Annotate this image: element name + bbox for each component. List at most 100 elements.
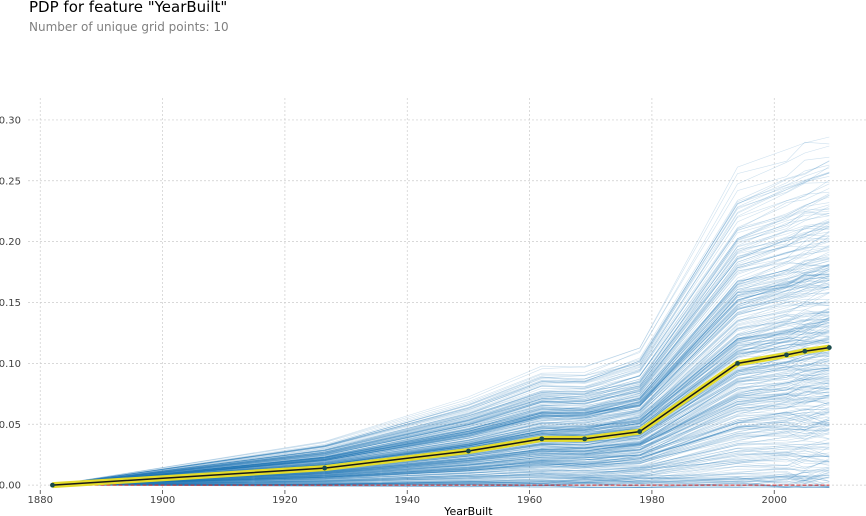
pdp-point xyxy=(826,345,832,350)
ice-line xyxy=(52,469,830,486)
ice-line xyxy=(52,280,830,486)
ice-line xyxy=(52,321,830,486)
ice-line xyxy=(52,246,830,486)
ice-line xyxy=(52,451,830,486)
ice-line xyxy=(52,481,830,488)
ice-line xyxy=(52,292,830,486)
ice-line xyxy=(52,236,830,486)
ice-line xyxy=(52,419,830,486)
ice-line xyxy=(52,325,830,486)
ice-line xyxy=(52,374,830,486)
ice-line xyxy=(52,467,830,486)
ice-line xyxy=(52,466,830,486)
ice-line xyxy=(52,406,830,486)
ice-line xyxy=(52,327,830,486)
ice-line xyxy=(52,227,830,486)
x-tick-label: 1900 xyxy=(150,495,175,506)
ice-line xyxy=(52,227,830,486)
ice-line xyxy=(52,223,830,486)
ice-line xyxy=(52,166,830,486)
grid-lines xyxy=(28,98,866,490)
ice-line xyxy=(52,298,830,486)
ice-line xyxy=(52,429,830,486)
ice-line xyxy=(52,407,830,486)
ice-line xyxy=(52,286,830,486)
ice-line xyxy=(52,391,830,486)
pdp-point xyxy=(784,352,789,358)
ice-line xyxy=(52,379,830,486)
ice-line xyxy=(52,285,830,486)
ice-line xyxy=(52,373,830,486)
ice-line xyxy=(52,387,830,486)
y-tick-label: 0.10 xyxy=(0,359,21,370)
ice-line xyxy=(52,282,830,486)
ice-line xyxy=(52,319,830,486)
ice-line xyxy=(52,218,830,486)
ice-line xyxy=(52,312,830,486)
ice-line xyxy=(52,211,830,486)
ice-line xyxy=(52,440,830,486)
ice-line xyxy=(52,258,830,486)
ice-line xyxy=(52,386,830,486)
ice-line xyxy=(52,473,830,486)
ice-line xyxy=(52,258,830,486)
ice-line xyxy=(52,414,830,486)
pdp-point xyxy=(539,436,545,442)
x-tick-label: 1880 xyxy=(28,495,53,506)
ice-line xyxy=(52,385,830,486)
ice-line xyxy=(52,312,830,486)
ice-line xyxy=(52,145,830,486)
ice-line xyxy=(52,434,830,486)
ice-line xyxy=(52,404,830,486)
ice-line xyxy=(52,208,830,486)
ice-line xyxy=(52,368,830,486)
pdp-point xyxy=(466,448,471,454)
ice-line xyxy=(52,228,830,486)
ice-line xyxy=(52,411,830,486)
ice-line xyxy=(52,471,830,486)
ice-line xyxy=(52,429,830,486)
ice-line xyxy=(52,176,830,486)
ice-line xyxy=(52,442,830,486)
ice-line xyxy=(52,280,830,486)
ice-line xyxy=(52,220,830,486)
ice-line xyxy=(52,274,830,486)
ice-line xyxy=(52,438,830,486)
ice-line xyxy=(52,425,830,486)
ice-line xyxy=(52,279,830,486)
ice-line xyxy=(52,263,830,486)
pdp-curve xyxy=(50,344,832,489)
ice-line xyxy=(52,421,830,486)
ice-line xyxy=(52,264,830,486)
ice-line xyxy=(52,386,830,486)
ice-line xyxy=(52,458,830,486)
ice-line xyxy=(52,288,830,486)
ice-line xyxy=(52,313,830,486)
ice-line xyxy=(52,258,830,486)
ice-line xyxy=(52,480,830,488)
ice-line xyxy=(52,276,830,486)
ice-line xyxy=(52,287,830,486)
ice-line xyxy=(52,396,830,486)
ice-line xyxy=(52,411,830,486)
ice-line xyxy=(52,206,830,486)
ice-line xyxy=(52,232,830,486)
ice-line xyxy=(52,445,830,486)
ice-line xyxy=(52,443,830,486)
ice-line xyxy=(52,381,830,486)
ice-line xyxy=(52,238,830,486)
ice-line xyxy=(52,285,830,486)
ice-line xyxy=(52,459,830,486)
ice-line xyxy=(52,422,830,486)
ice-line xyxy=(52,328,830,486)
ice-line xyxy=(52,274,830,486)
ice-line xyxy=(52,423,830,486)
ice-line xyxy=(52,391,830,486)
ice-line xyxy=(52,172,830,486)
ice-line xyxy=(52,274,830,486)
ice-line xyxy=(52,321,830,486)
ice-line xyxy=(52,213,830,486)
ice-line xyxy=(52,304,830,486)
ice-line xyxy=(52,225,830,486)
ice-line xyxy=(52,403,830,486)
